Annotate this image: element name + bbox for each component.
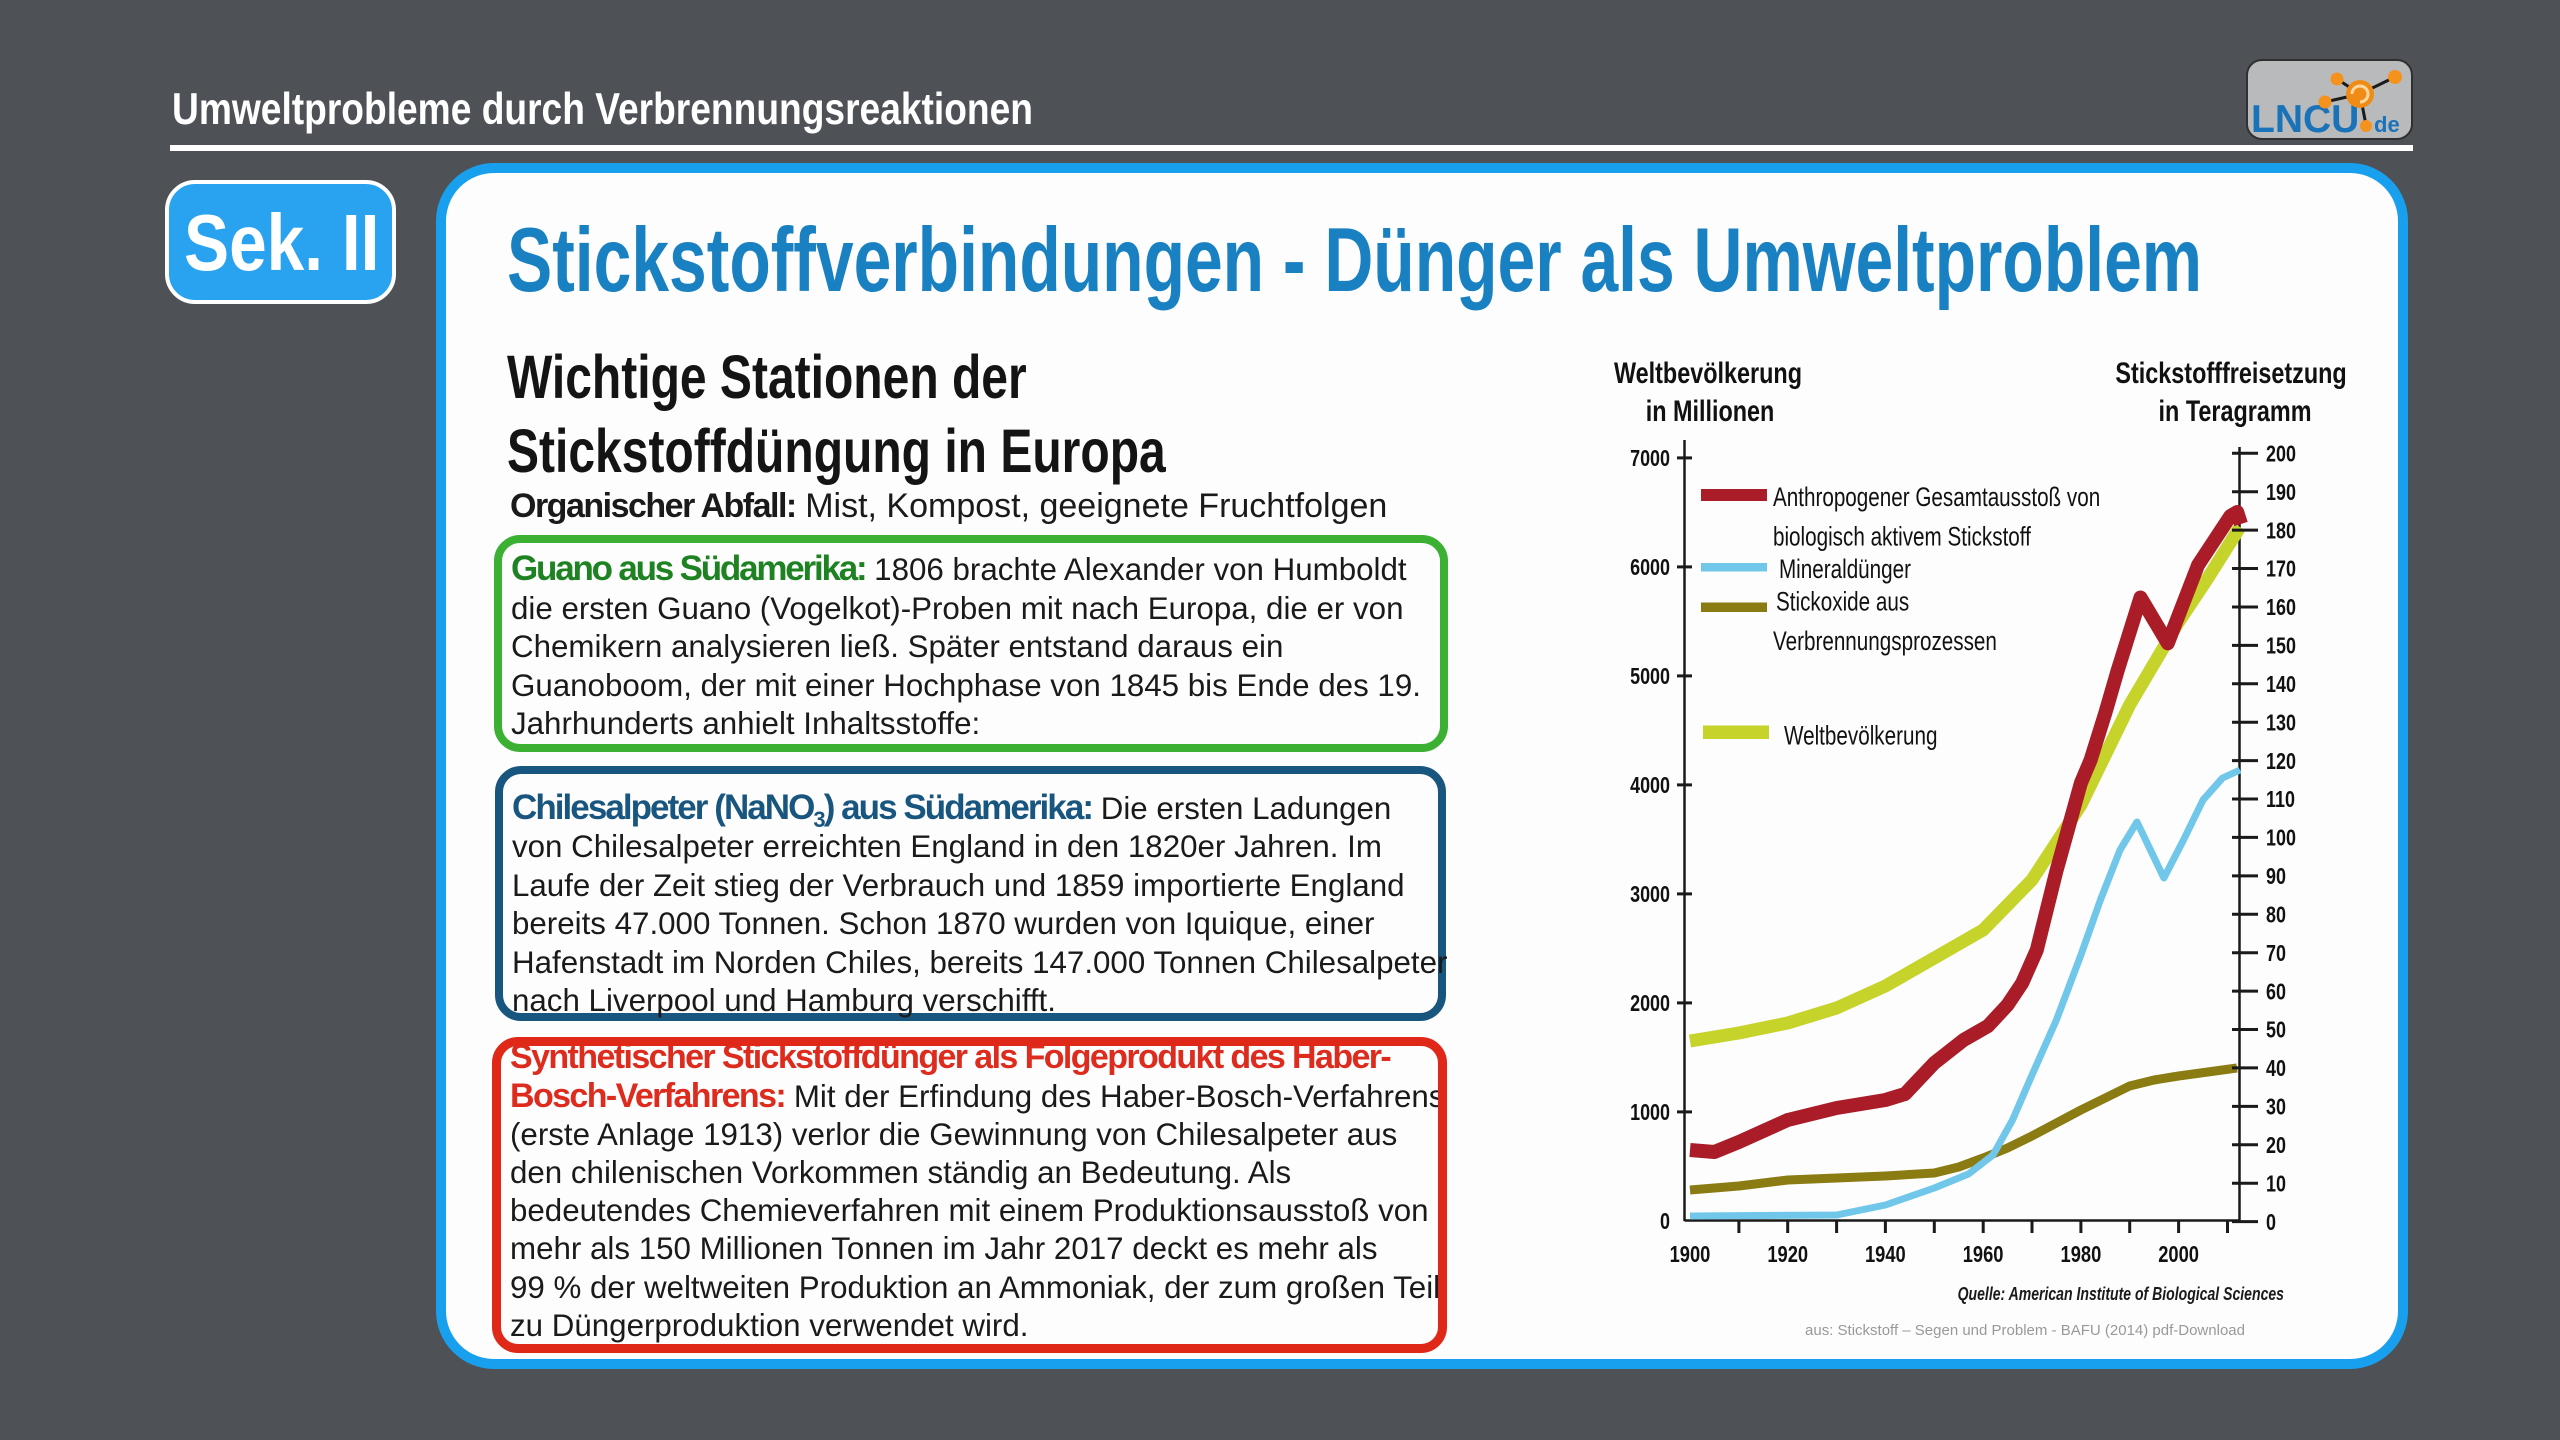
svg-text:150: 150 <box>2266 634 2296 660</box>
svg-text:6000: 6000 <box>1630 555 1670 581</box>
svg-text:1920: 1920 <box>1767 1242 1808 1268</box>
svg-text:biologisch aktivem Stickstoff: biologisch aktivem Stickstoff <box>1773 522 2031 552</box>
svg-text:2000: 2000 <box>1630 991 1670 1017</box>
svg-text:Weltbevölkerung: Weltbevölkerung <box>1784 721 1937 751</box>
svg-text:de: de <box>2374 112 2400 137</box>
svg-text:5000: 5000 <box>1630 664 1670 690</box>
svg-text:160: 160 <box>2266 595 2296 621</box>
svg-text:Weltbevölkerung: Weltbevölkerung <box>1614 356 1802 389</box>
svg-text:140: 140 <box>2266 672 2296 698</box>
svg-text:4000: 4000 <box>1630 773 1670 799</box>
svg-text:7000: 7000 <box>1630 446 1670 472</box>
svg-text:LNCU: LNCU <box>2251 98 2359 138</box>
svg-text:50: 50 <box>2266 1018 2286 1044</box>
svg-text:110: 110 <box>2266 787 2295 813</box>
svg-text:190: 190 <box>2266 480 2296 506</box>
svg-text:90: 90 <box>2266 864 2286 890</box>
svg-text:1900: 1900 <box>1670 1242 1711 1268</box>
svg-text:1000: 1000 <box>1630 1100 1670 1126</box>
svg-text:2000: 2000 <box>2158 1242 2199 1268</box>
svg-text:1960: 1960 <box>1963 1242 2004 1268</box>
svg-text:Stickoxide aus: Stickoxide aus <box>1776 587 1909 617</box>
svg-text:0: 0 <box>1660 1209 1670 1235</box>
svg-text:120: 120 <box>2266 749 2296 775</box>
svg-text:170: 170 <box>2266 557 2296 583</box>
svg-text:1980: 1980 <box>2061 1242 2102 1268</box>
svg-text:Verbrennungsprozessen: Verbrennungsprozessen <box>1773 627 1997 657</box>
svg-text:in Teragramm: in Teragramm <box>2159 394 2312 427</box>
svg-text:10: 10 <box>2266 1171 2286 1197</box>
svg-text:180: 180 <box>2266 518 2296 544</box>
svg-text:3000: 3000 <box>1630 882 1670 908</box>
svg-text:Anthropogener Gesamtausstoß vo: Anthropogener Gesamtausstoß von <box>1773 483 2100 513</box>
svg-text:60: 60 <box>2266 979 2286 1005</box>
svg-text:Stickstofffreisetzung: Stickstofffreisetzung <box>2115 356 2346 389</box>
svg-text:1940: 1940 <box>1865 1242 1906 1268</box>
svg-text:100: 100 <box>2266 826 2296 852</box>
svg-text:40: 40 <box>2266 1056 2286 1082</box>
svg-text:200: 200 <box>2266 441 2296 467</box>
svg-text:20: 20 <box>2266 1133 2286 1159</box>
svg-text:70: 70 <box>2266 941 2286 967</box>
svg-text:in Millionen: in Millionen <box>1646 394 1775 427</box>
svg-text:0: 0 <box>2266 1210 2276 1236</box>
svg-text:30: 30 <box>2266 1095 2286 1121</box>
svg-text:Mineraldünger: Mineraldünger <box>1779 555 1911 585</box>
svg-text:130: 130 <box>2266 710 2296 736</box>
svg-text:80: 80 <box>2266 902 2286 928</box>
